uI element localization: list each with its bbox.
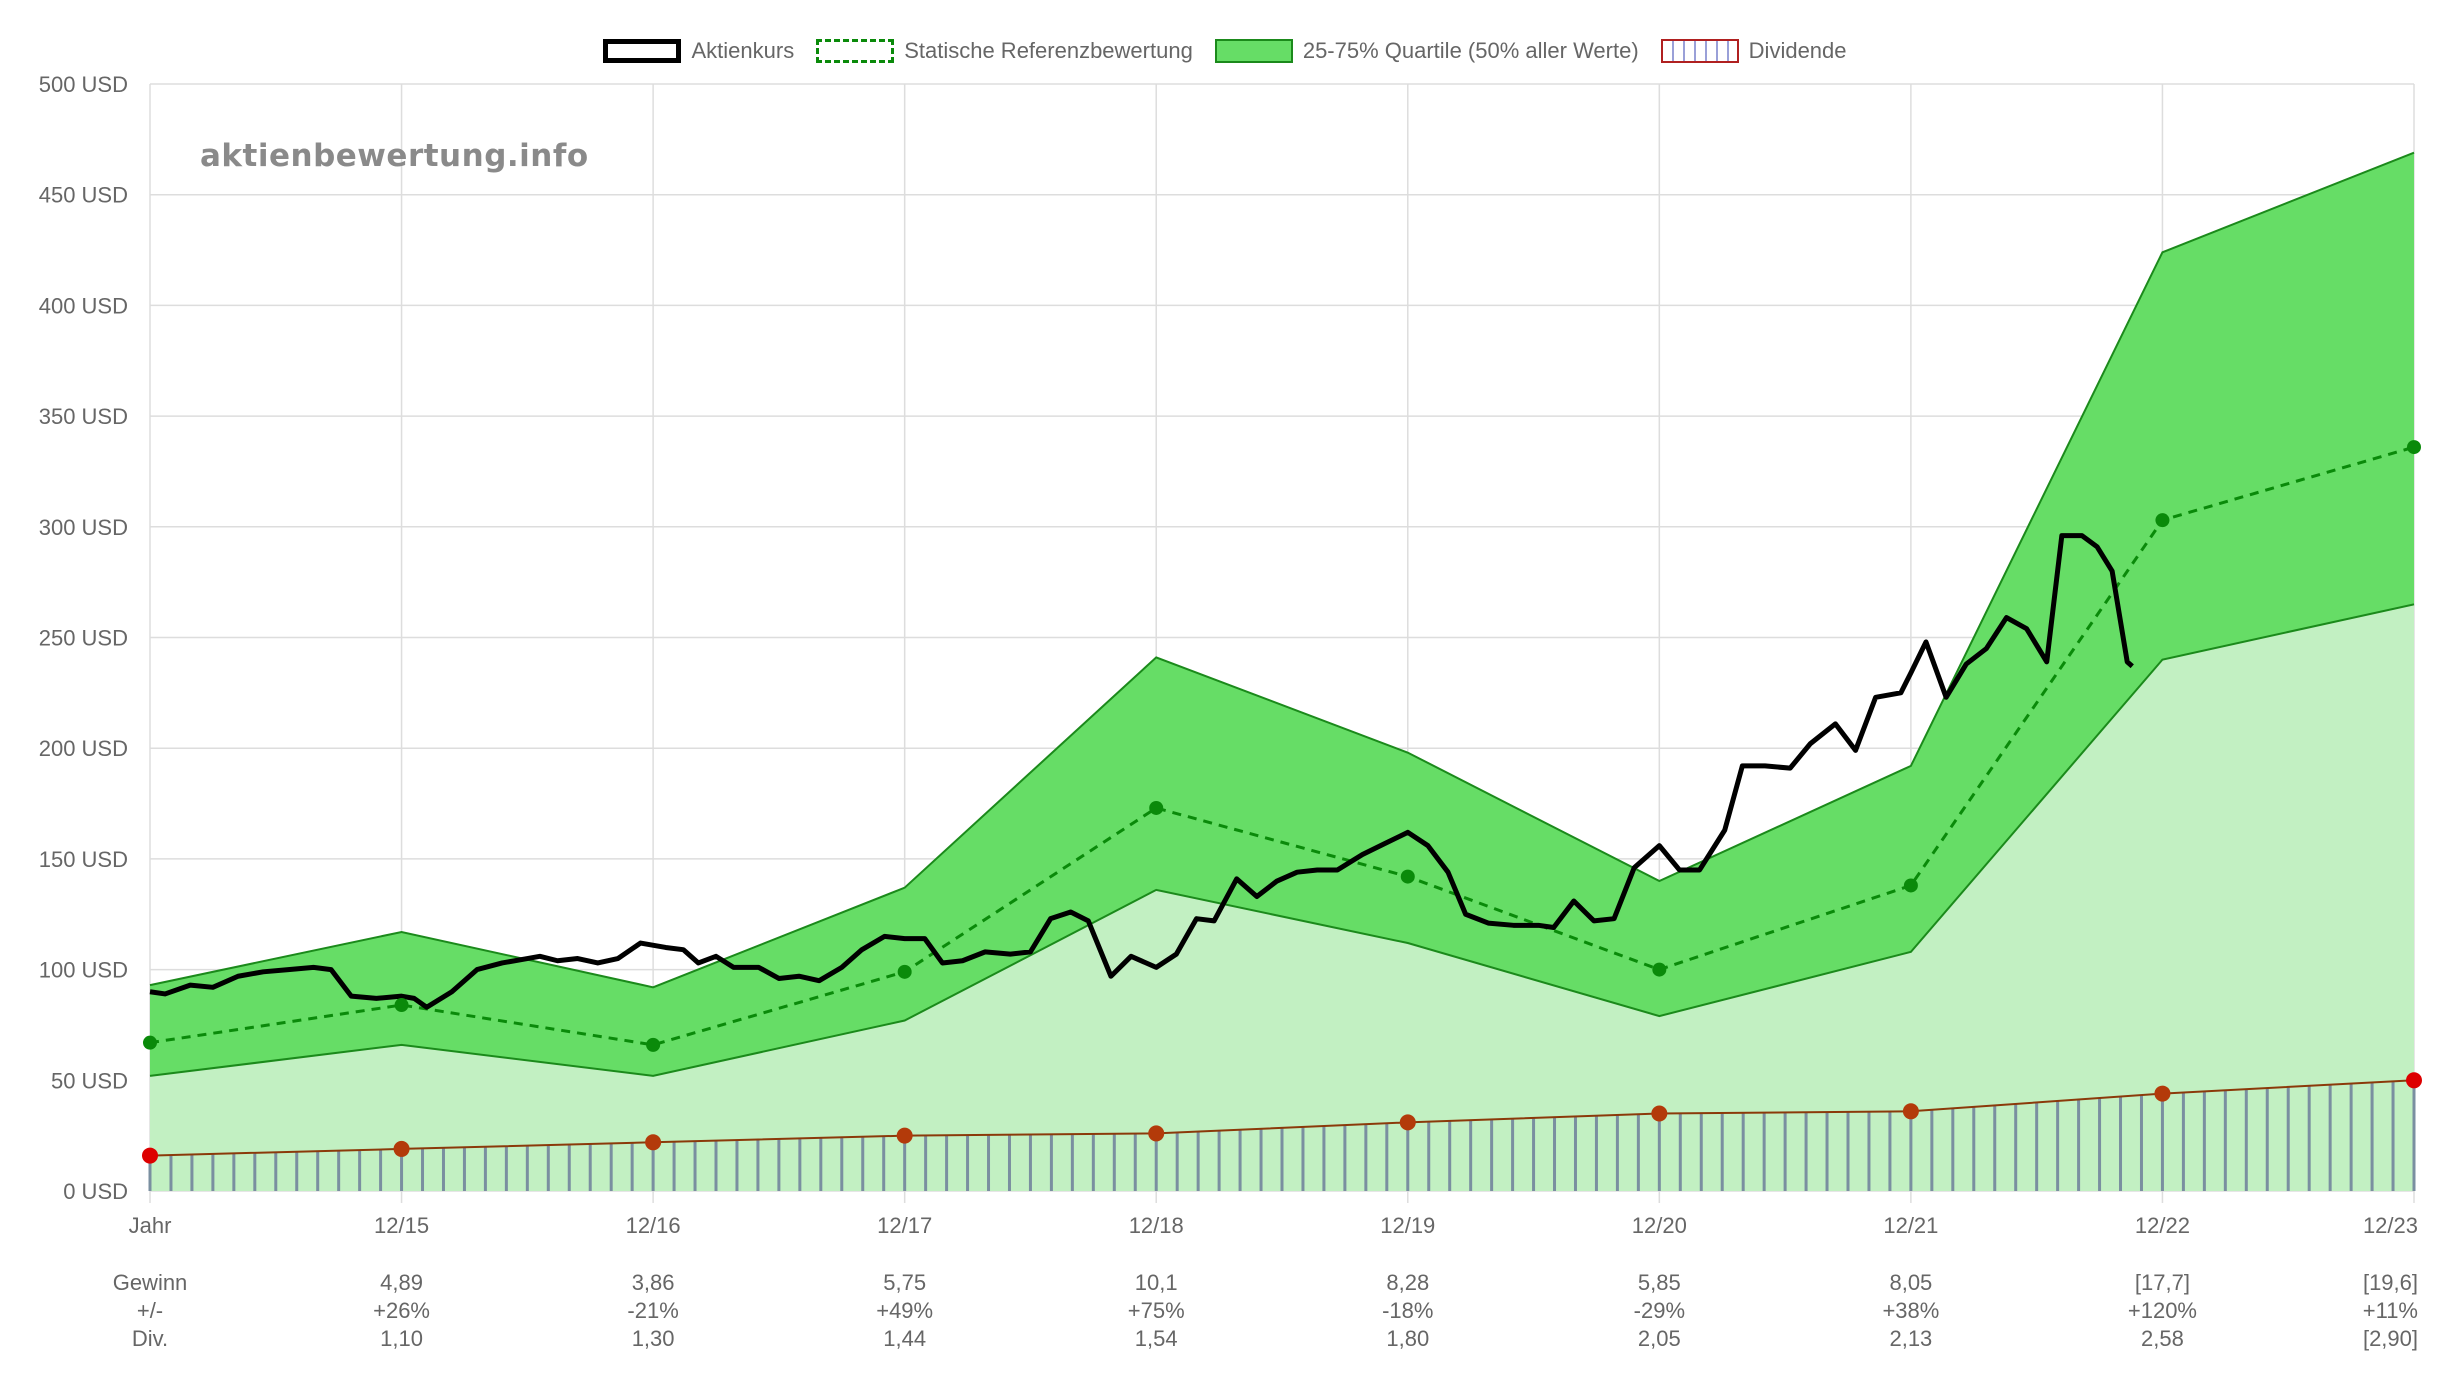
fundamentals-table: Gewinn +/- Div. 4,89 +26% 1,10 3,86 -21% 1,30 5,7… <box>113 1270 2418 1351</box>
fundamentals-change-value: +49% <box>876 1298 933 1323</box>
y-tick-label: 200 USD <box>39 736 128 761</box>
reference-point <box>1400 869 1415 884</box>
legend-swatch-dividend <box>1660 39 1739 63</box>
fundamentals-gewinn-value: 4,89 <box>380 1270 423 1295</box>
dividend-point <box>896 1127 913 1144</box>
dividend-point <box>645 1134 662 1151</box>
y-tick-label: 50 USD <box>51 1068 128 1093</box>
x-tick-label: 12/21 <box>1883 1213 1938 1238</box>
fundamentals-change-value: -21% <box>627 1298 678 1323</box>
fundamentals-dividend-value: 1,54 <box>1135 1326 1178 1351</box>
x-axis-ticks: Jahr 12/15 12/16 12/17 12/18 12/19 12/20 12/21 1… <box>129 1213 2418 1238</box>
legend-item-price[interactable]: Aktienkurs <box>603 38 794 64</box>
reference-point <box>2155 513 2170 528</box>
fundamentals-dividend-value: 2,05 <box>1638 1326 1681 1351</box>
data-points <box>142 440 2422 1164</box>
dividend-point <box>1902 1103 1919 1120</box>
fundamentals-dividend-value: 2,13 <box>1889 1326 1932 1351</box>
legend-swatch-reference <box>816 39 895 63</box>
dividend-point <box>142 1147 158 1164</box>
reference-point <box>897 964 912 979</box>
fundamentals-dividend-value: 1,10 <box>380 1326 423 1351</box>
fundamentals-row-label: Gewinn <box>113 1270 188 1295</box>
y-tick-label: 250 USD <box>39 626 128 651</box>
price-line <box>149 533 2134 1010</box>
fundamentals-gewinn-value: 8,28 <box>1386 1270 1429 1295</box>
reference-point <box>394 998 409 1013</box>
x-tick-label: 12/18 <box>1129 1213 1184 1238</box>
valuation-areas <box>149 151 2415 1191</box>
reference-point <box>1652 962 1667 977</box>
y-axis-ticks: 0 USD 50 USD 100 USD 150 USD 200 USD 250 USD 3… <box>39 72 128 1204</box>
x-tick-label: 12/20 <box>1632 1213 1687 1238</box>
dividend-point <box>2406 1072 2422 1089</box>
fundamentals-dividend-value: 1,30 <box>632 1326 675 1351</box>
x-tick-label: 12/19 <box>1380 1213 1435 1238</box>
fundamentals-gewinn-value: 8,05 <box>1889 1270 1932 1295</box>
x-tick-label: 12/17 <box>877 1213 932 1238</box>
y-tick-label: 100 USD <box>39 958 128 983</box>
dividend-point <box>393 1140 410 1157</box>
reference-point <box>2407 440 2421 455</box>
dividend-point <box>1651 1105 1668 1122</box>
y-tick-label: 450 USD <box>39 183 128 208</box>
fundamentals-change-value: +26% <box>373 1298 430 1323</box>
x-tick-label: 12/16 <box>626 1213 681 1238</box>
fundamentals-gewinn-value: [17,7] <box>2135 1270 2190 1295</box>
chart-legend: Aktienkurs Statische Referenzbewertung 2… <box>0 34 2450 68</box>
dividend-point <box>2154 1085 2171 1102</box>
fundamentals-gewinn-value: 10,1 <box>1135 1270 1178 1295</box>
legend-label-reference: Statische Referenzbewertung <box>904 38 1193 63</box>
watermark-logo: aktienbewertung.info <box>200 138 589 174</box>
x-tick-label: 12/15 <box>374 1213 429 1238</box>
area-below-lower-quartile <box>150 604 2414 1191</box>
dividend-line <box>149 1079 2415 1157</box>
fundamentals-dividend-value: 1,80 <box>1386 1326 1429 1351</box>
dividend-point <box>1399 1114 1416 1131</box>
legend-item-dividend[interactable]: Dividende <box>1660 38 1847 64</box>
fundamentals-dividend-value: 1,44 <box>883 1326 926 1351</box>
fundamentals-change-value: +38% <box>1882 1298 1939 1323</box>
y-tick-label: 400 USD <box>39 293 128 318</box>
fundamentals-change-value: +11% <box>2363 1298 2418 1323</box>
fundamentals-row-label: Div. <box>132 1326 168 1351</box>
y-tick-label: 300 USD <box>39 515 128 540</box>
fundamentals-dividend-value: [2,90] <box>2363 1326 2418 1351</box>
fundamentals-change-value: +120% <box>2128 1298 2197 1323</box>
legend-item-reference[interactable]: Statische Referenzbewertung <box>816 38 1193 64</box>
fundamentals-gewinn-value: [19,6] <box>2363 1270 2418 1295</box>
reference-point <box>1149 800 1164 815</box>
x-tick-label: 12/23 <box>2363 1213 2418 1238</box>
fundamentals-gewinn-value: 3,86 <box>632 1270 675 1295</box>
quartile-band <box>150 152 2414 1076</box>
reference-point <box>143 1035 157 1050</box>
y-tick-label: 150 USD <box>39 847 128 872</box>
x-tick-label: Jahr <box>129 1213 172 1238</box>
legend-label-quartiles: 25-75% Quartile (50% aller Werte) <box>1302 38 1639 63</box>
series-lines <box>149 445 2415 1157</box>
legend-swatch-price <box>603 39 682 63</box>
y-tick-label: 350 USD <box>39 404 128 429</box>
dividend-bars <box>148 1080 2416 1191</box>
y-tick-label: 0 USD <box>63 1179 128 1204</box>
legend-item-quartiles[interactable]: 25-75% Quartile (50% aller Werte) <box>1214 38 1639 64</box>
fundamentals-change-value: +75% <box>1128 1298 1185 1323</box>
x-tick-label: 12/22 <box>2135 1213 2190 1238</box>
legend-label-price: Aktienkurs <box>691 38 795 63</box>
y-tick-label: 500 USD <box>39 72 128 97</box>
dividend-point <box>1148 1125 1165 1142</box>
fundamentals-gewinn-value: 5,75 <box>883 1270 926 1295</box>
reference-valuation-line <box>149 445 2415 1047</box>
reference-point <box>646 1037 661 1052</box>
fundamentals-change-value: -18% <box>1382 1298 1433 1323</box>
legend-label-dividend: Dividende <box>1748 38 1847 63</box>
fundamentals-gewinn-value: 5,85 <box>1638 1270 1681 1295</box>
legend-swatch-quartiles <box>1214 39 1293 63</box>
fundamentals-row-label: +/- <box>137 1298 163 1323</box>
fundamentals-change-value: -29% <box>1634 1298 1685 1323</box>
quartile-lower-line <box>149 603 2415 1077</box>
fundamentals-dividend-value: 2,58 <box>2141 1326 2184 1351</box>
reference-point <box>1903 878 1918 893</box>
